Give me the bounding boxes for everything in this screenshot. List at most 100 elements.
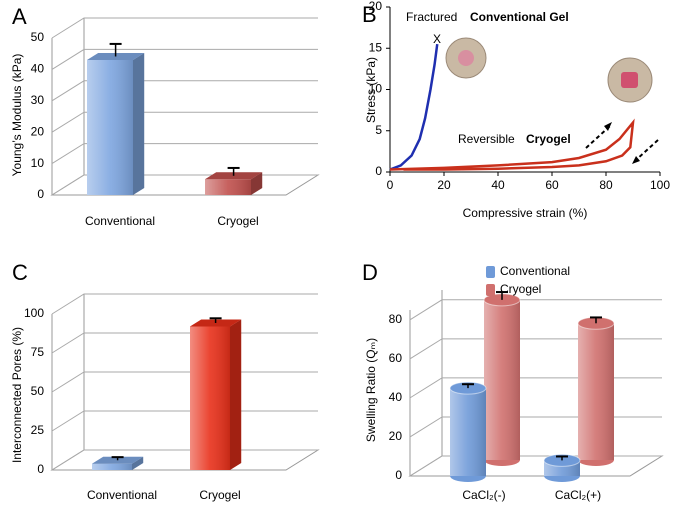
- x-tick-label: 80: [599, 178, 613, 192]
- grid-line: [51, 293, 318, 315]
- cylinder-shine: [578, 323, 614, 460]
- bar: [483, 293, 521, 466]
- bar: [577, 316, 615, 466]
- legend-swatch: [486, 284, 495, 296]
- panel-label: A: [12, 4, 27, 29]
- bar-shine: [87, 59, 133, 196]
- panel-label: C: [12, 260, 28, 285]
- arrow-head: [604, 122, 612, 131]
- bar-shine: [190, 326, 230, 470]
- cylinder-shine: [450, 388, 486, 476]
- arrow-up: [585, 125, 611, 149]
- error-bar: [109, 42, 122, 57]
- y-axis-label: Interconnected Pores (%): [10, 327, 24, 463]
- y-tick-label: 5: [375, 123, 382, 137]
- grid-line: [51, 449, 318, 471]
- annotation: X: [433, 32, 441, 46]
- error-bar: [590, 316, 602, 324]
- y-axis-label: Young’s Modulus (kPa): [10, 54, 24, 177]
- grid-line: [51, 371, 318, 393]
- bar-side-shade: [132, 456, 144, 470]
- error-bar: [556, 455, 568, 461]
- error-bar: [209, 317, 222, 323]
- panel-label: B: [362, 2, 377, 27]
- grid-line: [51, 143, 318, 165]
- x-tick-label: Cryogel: [217, 214, 258, 228]
- y-tick-label: 0: [395, 468, 402, 482]
- y-tick-label: 40: [389, 390, 403, 404]
- y-tick-label: 25: [31, 423, 45, 437]
- x-axis-label: Compressive strain (%): [463, 206, 588, 220]
- panel-label: D: [362, 260, 378, 285]
- y-tick-label: 0: [375, 164, 382, 178]
- bar-side-shade: [133, 52, 145, 196]
- series-label: Conventional Gel: [470, 10, 569, 24]
- grid-line: [51, 410, 318, 432]
- bar: [449, 381, 487, 482]
- y-tick-label: 80: [389, 312, 403, 326]
- y-tick-label: 20: [389, 429, 403, 443]
- y-axis-label: Stress (kPa): [364, 57, 378, 123]
- y-tick-label: 15: [369, 40, 383, 54]
- legend-swatch: [486, 266, 495, 278]
- y-tick-label: 100: [24, 306, 44, 320]
- bar: [205, 172, 263, 195]
- x-tick-label: Cryogel: [199, 488, 240, 502]
- floor: [50, 449, 320, 471]
- photo-conventional: [445, 37, 487, 79]
- x-tick-label: CaCl₂(+): [555, 488, 601, 502]
- annotation: Reversible: [458, 132, 515, 146]
- bar-side: [251, 172, 263, 195]
- bar-side: [133, 52, 145, 196]
- y-tick-label: 10: [31, 156, 45, 170]
- cylinder-shine: [484, 299, 520, 460]
- x-tick-label: 40: [491, 178, 505, 192]
- grid-line: [51, 80, 318, 102]
- y-tick-label: 50: [31, 384, 45, 398]
- error-bar: [496, 291, 508, 300]
- x-tick-label: 60: [545, 178, 559, 192]
- grid-line: [51, 332, 318, 354]
- bar-shine: [205, 179, 251, 195]
- x-tick-label: 100: [650, 178, 670, 192]
- error-bar: [227, 166, 240, 176]
- x-tick-label: CaCl₂(-): [462, 488, 505, 502]
- legend-label: Cryogel: [500, 282, 541, 296]
- y-tick-label: 20: [369, 0, 383, 13]
- grid-line: [409, 338, 662, 360]
- y-tick-label: 10: [369, 82, 383, 96]
- grid-line: [51, 111, 318, 133]
- y-tick-label: 50: [31, 30, 45, 44]
- y-axis-label: Swelling Ratio (Qₘ): [364, 338, 378, 442]
- annotation: Fractured: [406, 10, 457, 24]
- error-bar: [462, 383, 474, 389]
- grid-line: [51, 48, 318, 70]
- bar-side-shade: [230, 319, 242, 470]
- bar-side-shade: [251, 172, 263, 195]
- y-tick-label: 0: [37, 187, 44, 201]
- legend-label: Conventional: [500, 264, 570, 278]
- bar-shine: [92, 463, 132, 470]
- grid-line: [409, 416, 662, 438]
- y-tick-label: 0: [37, 462, 44, 476]
- grid-line: [409, 377, 662, 399]
- x-tick-label: Conventional: [87, 488, 157, 502]
- bar: [190, 319, 242, 470]
- error-bar: [111, 456, 124, 461]
- line-series: [389, 118, 635, 171]
- y-tick-label: 40: [31, 62, 45, 76]
- grid-line: [409, 455, 662, 477]
- line-series: [389, 43, 439, 171]
- y-tick-label: 30: [31, 93, 45, 107]
- bar: [87, 52, 145, 196]
- floor: [408, 455, 664, 477]
- y-tick-label: 60: [389, 351, 403, 365]
- x-tick-label: Conventional: [85, 214, 155, 228]
- y-tick-label: 75: [31, 345, 45, 359]
- series-label: Cryogel: [526, 132, 571, 146]
- photo-cryogel: [607, 57, 653, 103]
- arrow-head: [632, 156, 640, 164]
- x-tick-label: 20: [437, 178, 451, 192]
- bar-side: [132, 456, 144, 470]
